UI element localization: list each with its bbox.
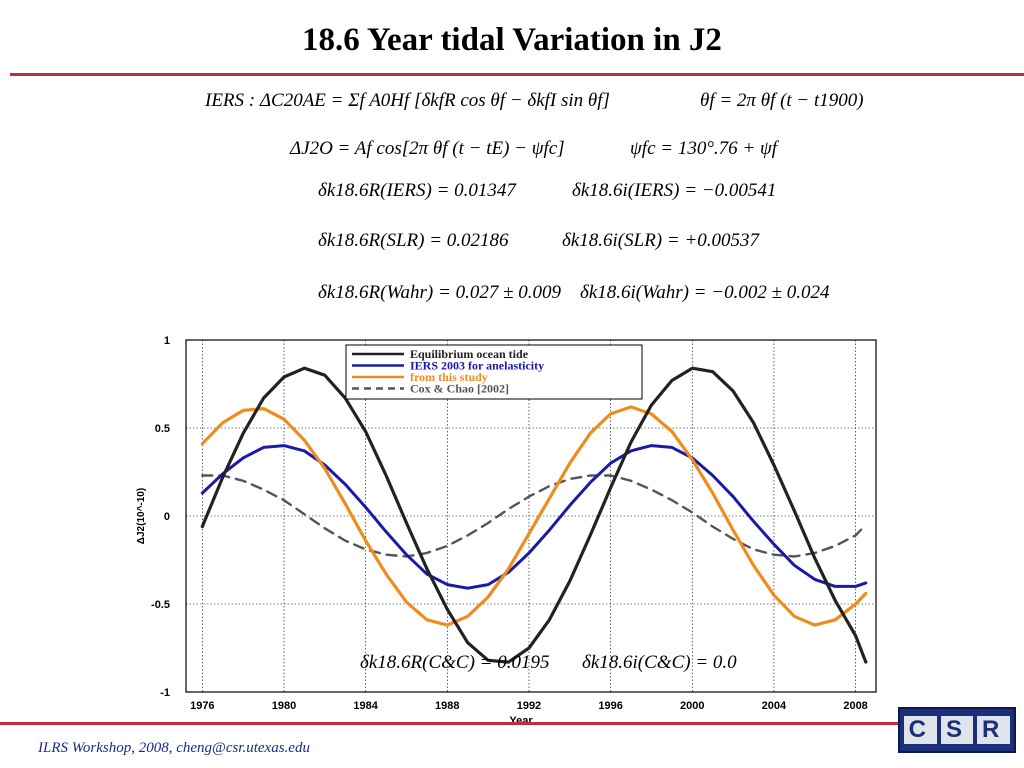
x-tick-label-2: 1984 (353, 700, 378, 712)
x-tick-label-8: 2008 (843, 700, 867, 712)
x-tick-label-6: 2000 (680, 700, 704, 712)
k-imag-iers: δk18.6i(IERS) = −0.00541 (572, 180, 777, 201)
psi-formula: ψfc = 130°.76 + ψf (630, 138, 778, 159)
x-axis-label: Year (509, 715, 533, 725)
x-tick-label-0: 1976 (190, 700, 214, 712)
legend-label-0: Equilibrium ocean tide (410, 347, 529, 361)
dj2-formula: ΔJ2O = Af cos[2π θ̇f (t − tE) − ψfc] (290, 138, 565, 159)
iers-formula: IERS : ΔC20AE = Σf A0Hf [δkfR cos θf − δ… (205, 90, 610, 111)
x-tick-label-7: 2004 (762, 700, 787, 712)
series-line-2 (200, 405, 868, 627)
y-tick-label-0: -1 (160, 687, 170, 699)
y-tick-label-2: 0 (164, 511, 170, 523)
top-divider (10, 73, 1024, 76)
k-imag-wahr: δk18.6i(Wahr) = −0.002 ± 0.024 (580, 282, 830, 303)
footer-text: ILRS Workshop, 2008, cheng@csr.utexas.ed… (38, 740, 310, 756)
k-imag-slr: δk18.6i(SLR) = +0.00537 (562, 230, 760, 251)
k-real-iers: δk18.6R(IERS) = 0.01347 (318, 180, 516, 201)
tidal-variation-chart: 1976 1980 1984 1988 1992 1996 2000 2004 2008 -1 -0… (136, 335, 877, 725)
plot-frame (185, 339, 877, 693)
k-real-wahr: δk18.6R(Wahr) = 0.027 ± 0.009 (318, 282, 562, 303)
legend-label-2: from this study (410, 370, 488, 384)
x-tick-label-4: 1992 (517, 700, 541, 712)
series-line-0 (200, 366, 868, 664)
series-line-3 (201, 474, 867, 558)
k-real-slr: δk18.6R(SLR) = 0.02186 (318, 230, 509, 251)
x-tick-label-5: 1996 (598, 700, 622, 712)
k-real-cox-chao: δk18.6R(C&C) = 0.0195 (360, 652, 550, 673)
y-tick-label-4: 1 (164, 335, 170, 347)
x-tick-label-3: 1988 (435, 700, 459, 712)
chart-axes (185, 339, 877, 693)
slide-title: 18.6 Year tidal Variation in J2 (302, 22, 722, 58)
bottom-divider (120, 722, 898, 725)
legend-label-1: IERS 2003 for anelasticity (410, 359, 544, 373)
y-axis-label: ΔJ2(10^-10) (136, 488, 147, 544)
series-line-1 (200, 444, 868, 590)
chart-series (200, 366, 868, 664)
legend-label-3: Cox & Chao [2002] (410, 382, 509, 396)
bottom-divider-left (0, 722, 120, 725)
x-tick-label-1: 1980 (272, 700, 296, 712)
theta-formula: θf = 2π θ̇f (t − t1900) (700, 90, 864, 111)
k-imag-cox-chao: δk18.6i(C&C) = 0.0 (582, 652, 737, 673)
y-tick-label-1: -0.5 (151, 599, 170, 611)
chart-ticks: 1976 1980 1984 1988 1992 1996 2000 2004 2008 -1 -0… (136, 335, 868, 725)
y-tick-label-3: 0.5 (155, 423, 170, 435)
